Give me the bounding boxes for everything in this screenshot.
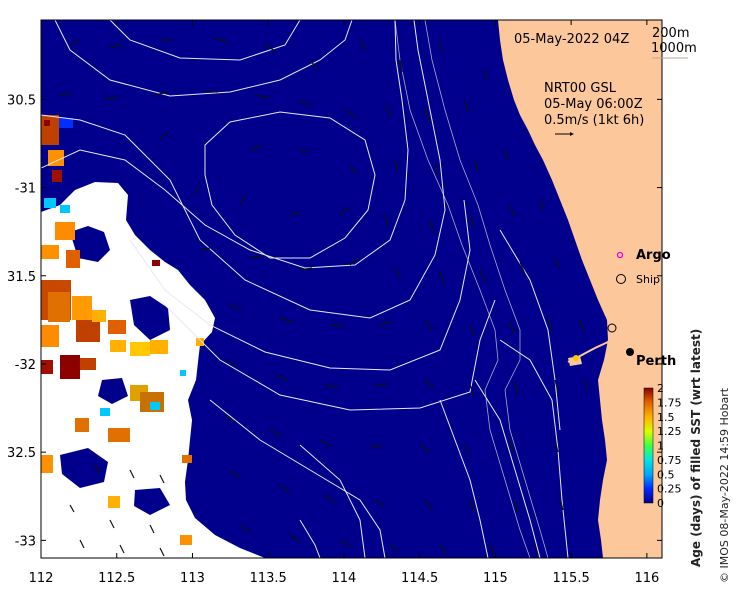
argo-label: Argo — [636, 248, 671, 263]
colorbar-tick-label: 1 — [657, 440, 664, 453]
x-tick-label: 115.5 — [553, 571, 590, 586]
colorbar-tick-label: 0 — [657, 497, 664, 510]
x-tick-label: 113.5 — [250, 571, 287, 586]
current-source: NRT00 GSL — [544, 81, 617, 96]
ship-marker-icon — [616, 274, 626, 284]
x-axis: 112 112.5 113 113.5 114 114.5 115 115.5 116 — [29, 20, 659, 586]
colorbar-tick-label: 0.75 — [657, 454, 682, 467]
x-tick-label: 114.5 — [401, 571, 438, 586]
x-tick-label: 114 — [332, 571, 357, 586]
date-title: 05-May-2022 04Z — [514, 32, 629, 47]
colorbar-tick-label: 0.25 — [657, 483, 682, 496]
y-axis: 30.5 -31 31.5 -32 32.5 -33 — [7, 93, 662, 549]
colorbar-ticks: 21.75 1.51.25 10.750.5 0.250 — [657, 382, 682, 510]
perth-marker-icon — [626, 348, 634, 356]
colorbar — [643, 387, 654, 504]
x-tick-label: 113 — [180, 571, 205, 586]
current-vectors — [59, 37, 589, 557]
x-tick-label: 112 — [29, 571, 54, 586]
colorbar-tick-label: 1.5 — [657, 411, 675, 424]
depth-label-200m: 200m — [652, 26, 689, 41]
credit-text: © IMOS 08-May-2022 14:59 Hobart — [718, 387, 731, 583]
plot-frame — [40, 19, 663, 559]
sst-age-pixels — [41, 115, 204, 545]
colorbar-tick-label: 0.5 — [657, 468, 675, 481]
ship-label: Ship — [636, 273, 660, 286]
current-time: 05-May 06:00Z — [544, 97, 643, 112]
y-tick-label: 31.5 — [7, 270, 36, 285]
y-tick-label: 32.5 — [7, 446, 36, 461]
x-tick-label: 116 — [634, 571, 659, 586]
colorbar-tick-label: 1.25 — [657, 425, 682, 438]
x-tick-label: 115 — [483, 571, 508, 586]
argo-marker-icon — [616, 251, 624, 259]
colorbar-tick-label: 1.75 — [657, 396, 682, 409]
y-tick-label: -32 — [15, 358, 36, 373]
city-label: Perth — [636, 354, 676, 369]
y-tick-label: -33 — [15, 534, 36, 549]
y-tick-label: -31 — [15, 182, 36, 197]
bathymetry-contours — [394, 20, 549, 558]
y-tick-label: 30.5 — [7, 93, 36, 108]
x-tick-label: 112.5 — [98, 571, 135, 586]
current-scale: 0.5m/s (1kt 6h) — [544, 113, 644, 128]
colorbar-label: Age (days) of filled SST (wrt latest) — [689, 328, 703, 567]
depth-label-1000m: 1000m — [651, 41, 697, 56]
land-area — [498, 20, 662, 558]
colorbar-tick-label: 2 — [657, 382, 664, 395]
ship-track — [567, 321, 617, 363]
